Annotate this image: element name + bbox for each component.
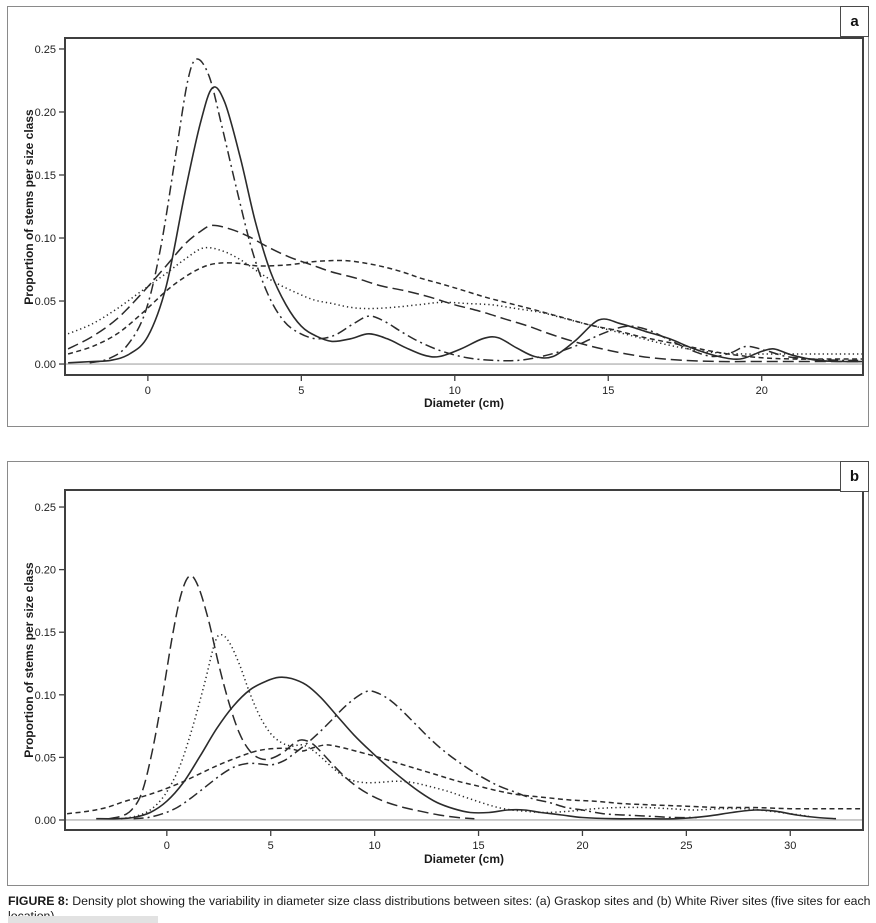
density-curve-dotted xyxy=(120,633,810,820)
density-curve-solid xyxy=(68,86,863,364)
x-tick-label: 5 xyxy=(298,385,304,397)
y-tick-label: 0.10 xyxy=(35,233,56,245)
x-tick-label: 5 xyxy=(268,840,274,852)
x-axis-ticks: 0 5 10 15 20 25 30 xyxy=(164,831,796,852)
density-curve-dash-dot xyxy=(133,690,697,820)
density-curve-short-dash xyxy=(67,744,863,815)
density-curve-long-dash xyxy=(67,224,863,363)
y-tick-label: 0.20 xyxy=(35,565,56,577)
cropped-bottom-bar xyxy=(8,916,158,923)
x-tick-label: 25 xyxy=(680,840,692,852)
panel-b-y-axis-label: Proportion of stems per size class xyxy=(22,562,36,758)
panel-a-x-axis-label: Diameter (cm) xyxy=(423,396,505,410)
x-tick-label: 10 xyxy=(369,840,381,852)
panel-b-tag: b xyxy=(840,461,869,492)
panel-a-plot: 0 5 10 15 20 0.00 0.05 0.10 0.15 0.20 0.25 xyxy=(35,37,864,397)
panel-b-x-axis-label: Diameter (cm) xyxy=(423,852,505,866)
panel-a-y-axis-label: Proportion of stems per size class xyxy=(22,109,36,305)
x-tick-label: 20 xyxy=(576,840,588,852)
y-axis-ticks: 0.00 0.05 0.10 0.15 0.20 0.25 xyxy=(35,502,64,827)
figure-caption-label: FIGURE 8: xyxy=(8,894,69,908)
y-tick-label: 0.15 xyxy=(35,170,56,182)
y-tick-label: 0.20 xyxy=(35,107,56,119)
density-curve-long-dash xyxy=(108,574,475,820)
y-axis-ticks: 0.00 0.05 0.10 0.15 0.20 0.25 xyxy=(35,44,64,371)
x-tick-label: 10 xyxy=(449,385,461,397)
y-tick-label: 0.00 xyxy=(35,359,56,371)
y-tick-label: 0.15 xyxy=(35,627,56,639)
x-axis-ticks: 0 5 10 15 20 xyxy=(145,376,768,397)
series-group xyxy=(67,58,863,364)
x-tick-label: 20 xyxy=(756,385,768,397)
panel-a-tag: a xyxy=(840,6,869,37)
x-tick-label: 30 xyxy=(784,840,796,852)
density-curve-short-dash xyxy=(67,259,863,360)
y-tick-label: 0.05 xyxy=(35,752,56,764)
series-group xyxy=(67,574,863,820)
y-tick-label: 0.25 xyxy=(35,502,56,514)
panel-b: 0 5 10 15 20 25 30 0.00 0.05 0.10 0.15 0.20 0.25 Pro… xyxy=(7,461,869,886)
panel-a: 0 5 10 15 20 0.00 0.05 0.10 0.15 0.20 0.25 Proport… xyxy=(7,6,869,427)
x-tick-label: 15 xyxy=(472,840,484,852)
density-curve-dotted xyxy=(67,246,863,355)
y-tick-label: 0.05 xyxy=(35,296,56,308)
plot-frame xyxy=(64,489,864,831)
y-tick-label: 0.25 xyxy=(35,44,56,56)
plot-frame xyxy=(64,37,864,376)
x-tick-label: 0 xyxy=(164,840,170,852)
y-tick-label: 0.00 xyxy=(35,815,56,827)
x-tick-label: 15 xyxy=(602,385,614,397)
y-tick-label: 0.10 xyxy=(35,690,56,702)
density-curve-dash-dot xyxy=(89,58,863,364)
x-tick-label: 0 xyxy=(145,385,151,397)
density-curve-solid xyxy=(96,676,837,820)
panel-b-plot: 0 5 10 15 20 25 30 0.00 0.05 0.10 0.15 0.20 0.25 xyxy=(35,489,864,852)
